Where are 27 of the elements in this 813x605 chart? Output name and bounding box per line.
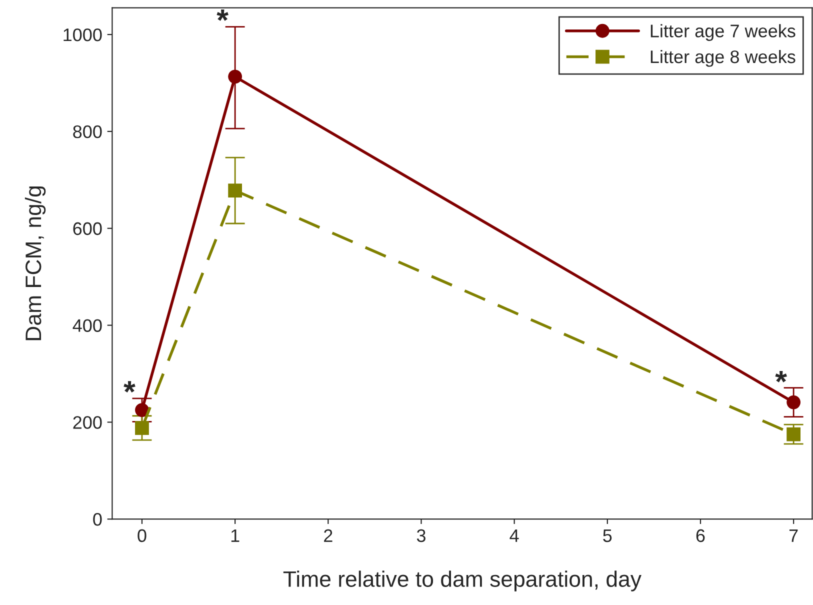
y-tick-label: 200 xyxy=(73,416,102,429)
point xyxy=(228,184,242,198)
point xyxy=(135,421,149,435)
y-axis-title: Dam FCM, ng/g xyxy=(24,186,46,340)
y-tick-label: 400 xyxy=(72,319,102,332)
x-axis-title: Time relative to dam separation, day xyxy=(283,570,642,592)
x-tick-label: 7 xyxy=(789,529,798,542)
x-tick-label: 6 xyxy=(696,529,705,542)
x-tick-label: 3 xyxy=(416,529,426,542)
legend-label: Litter age 8 weeks xyxy=(650,50,796,67)
x-tick-label: 1 xyxy=(231,529,240,542)
x-tick-label: 4 xyxy=(510,529,519,542)
annotation: * xyxy=(216,9,228,21)
annotation: * xyxy=(775,370,787,382)
point xyxy=(135,403,149,418)
y-tick-label: 0 xyxy=(93,513,102,526)
y-tick-label: 800 xyxy=(73,125,102,138)
legend-label: Litter age 7 weeks xyxy=(650,24,796,41)
point xyxy=(786,427,801,442)
x-tick-label: 5 xyxy=(603,529,612,542)
y-tick-label: 600 xyxy=(73,222,102,236)
point xyxy=(786,395,801,410)
x-tick-label: 0 xyxy=(138,529,146,542)
point xyxy=(228,70,242,84)
x-tick-label: 2 xyxy=(324,529,332,542)
annotation: * xyxy=(124,381,136,393)
y-tick-label: 1000 xyxy=(64,28,102,42)
